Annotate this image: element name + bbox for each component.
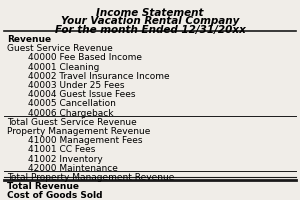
- Text: Your Vacation Rental Company: Your Vacation Rental Company: [61, 16, 239, 26]
- Text: 41002 Inventory: 41002 Inventory: [28, 155, 103, 164]
- Text: Total Revenue: Total Revenue: [7, 182, 79, 191]
- Text: Guest Service Revenue: Guest Service Revenue: [7, 44, 113, 53]
- Text: Revenue: Revenue: [7, 35, 52, 44]
- Text: 40005 Cancellation: 40005 Cancellation: [28, 99, 116, 108]
- Text: 40006 Chargeback: 40006 Chargeback: [28, 109, 114, 118]
- Text: Cost of Goods Sold: Cost of Goods Sold: [7, 191, 103, 200]
- Text: 40004 Guest Issue Fees: 40004 Guest Issue Fees: [28, 90, 136, 99]
- Text: 41001 CC Fees: 41001 CC Fees: [28, 145, 95, 154]
- Text: 40001 Cleaning: 40001 Cleaning: [28, 63, 100, 72]
- Text: Total Guest Service Revenue: Total Guest Service Revenue: [7, 118, 137, 127]
- Text: 40002 Travel Insurance Income: 40002 Travel Insurance Income: [28, 72, 170, 81]
- Text: 40000 Fee Based Income: 40000 Fee Based Income: [28, 53, 142, 62]
- Text: For the month Ended 12/31/20xx: For the month Ended 12/31/20xx: [55, 25, 245, 35]
- Text: Property Management Revenue: Property Management Revenue: [7, 127, 151, 136]
- Text: 40003 Under 25 Fees: 40003 Under 25 Fees: [28, 81, 124, 90]
- Text: 42000 Maintenance: 42000 Maintenance: [28, 164, 118, 173]
- Text: 41000 Management Fees: 41000 Management Fees: [28, 136, 142, 145]
- Text: Total Property Management Revenue: Total Property Management Revenue: [7, 173, 175, 182]
- Text: Income Statement: Income Statement: [96, 8, 204, 18]
